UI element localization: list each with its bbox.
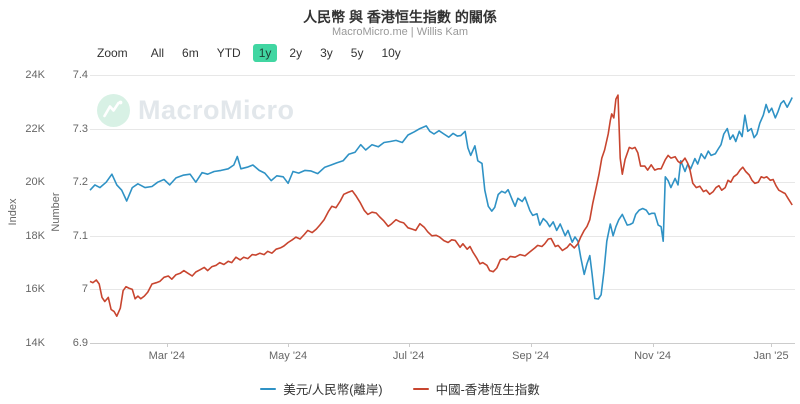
y-tick-index: 24K — [25, 69, 45, 81]
zoom-button-2y[interactable]: 2y — [289, 46, 303, 60]
zoom-toolbar: Zoom All 6m YTD 1y 2y 3y 5y 10y — [97, 44, 410, 62]
zoom-button-all[interactable]: All — [150, 46, 165, 60]
series-line-1[interactable] — [89, 94, 793, 317]
gridline — [90, 182, 795, 184]
y-tick-number: 7.4 — [72, 69, 88, 81]
y-axis-title-number: Number — [50, 192, 62, 232]
y-tick-number: 7 — [81, 283, 88, 296]
series-line-0[interactable] — [89, 97, 793, 300]
series-lines[interactable] — [89, 75, 795, 343]
zoom-button-10y[interactable]: 10y — [381, 46, 401, 60]
y-tick-number: 6.9 — [72, 337, 88, 349]
zoom-label: Zoom — [97, 46, 128, 60]
zoom-button-6m[interactable]: 6m — [182, 46, 199, 60]
x-tick — [166, 343, 168, 347]
plot-area[interactable]: MacroMicro — [89, 75, 795, 344]
zoom-buttons-group: All 6m YTD 1y 2y 3y 5y 10y — [142, 44, 410, 62]
gridline — [90, 235, 795, 237]
legend-label: 美元/人民幣(離岸) — [283, 383, 383, 397]
x-tick-label: Sep '24 — [512, 350, 550, 362]
y-tick-number: 7.3 — [72, 122, 88, 135]
legend-label: 中國-香港恆生指數 — [435, 383, 540, 397]
x-tick-label: Nov '24 — [634, 350, 672, 362]
x-tick — [530, 343, 532, 347]
gridline — [90, 75, 795, 76]
y-tick-number: 7.2 — [72, 176, 88, 189]
legend: 美元/人民幣(離岸) 中國-香港恆生指數 — [0, 379, 800, 398]
y-tick-index: 20K — [25, 176, 45, 189]
legend-item-1[interactable]: 中國-香港恆生指數 — [412, 379, 540, 398]
y-tick-index: 16K — [25, 283, 45, 296]
zoom-button-ytd[interactable]: YTD — [216, 46, 241, 60]
zoom-button-5y[interactable]: 5y — [350, 46, 364, 60]
legend-item-0[interactable]: 美元/人民幣(離岸) — [260, 379, 383, 398]
chart-subtitle: MacroMicro.me | Willis Kam — [331, 26, 469, 38]
zoom-button-3y[interactable]: 3y — [320, 46, 333, 60]
gridline — [90, 128, 795, 130]
gridline — [90, 343, 795, 344]
x-tick — [408, 343, 410, 347]
y-tick-index: 22K — [25, 122, 45, 135]
legend-dash-icon — [412, 387, 429, 390]
x-tick-label: Jan '25 — [753, 350, 789, 362]
chart-title: 人民幣 與 香港恒生指數 的關係 — [303, 9, 497, 25]
x-tick-label: Mar '24 — [148, 350, 186, 362]
y-axis-title-index: Index — [7, 198, 19, 226]
x-tick — [652, 343, 654, 347]
x-tick — [288, 343, 290, 347]
x-tick-label: May '24 — [269, 350, 308, 362]
y-tick-number: 7.1 — [72, 229, 88, 242]
legend-dash-icon — [260, 387, 277, 390]
zoom-button-1y[interactable]: 1y — [252, 44, 278, 62]
x-tick-label: Jul '24 — [392, 350, 425, 362]
gridline — [90, 289, 795, 291]
y-tick-index: 14K — [25, 337, 45, 349]
y-tick-index: 18K — [25, 229, 45, 242]
x-tick — [771, 343, 773, 347]
